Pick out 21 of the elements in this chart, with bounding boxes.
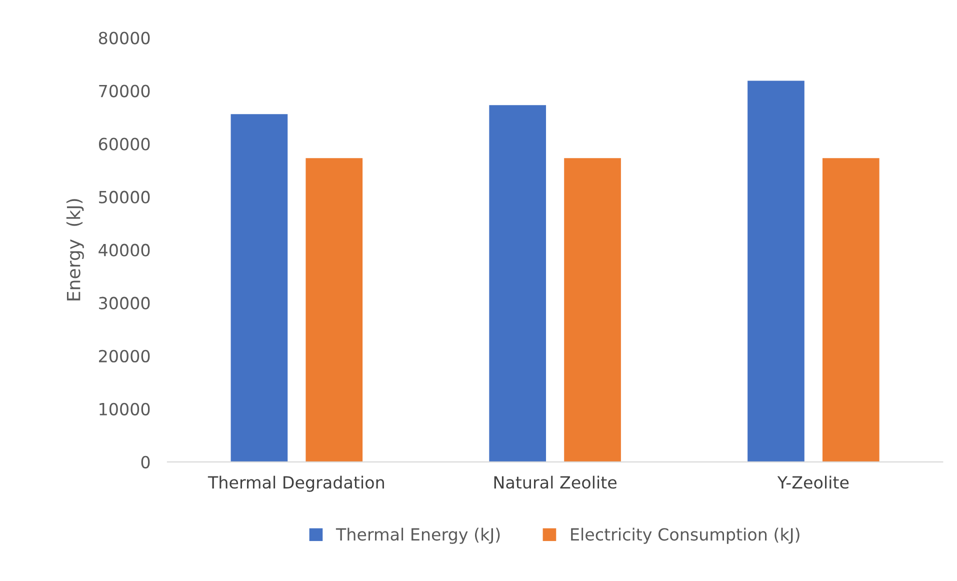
bar: [564, 158, 621, 462]
y-tick-label: 30000: [99, 296, 150, 310]
bar: [230, 114, 288, 462]
legend-label: Thermal Energy (kJ): [336, 528, 500, 544]
y-tick-label: 0: [141, 456, 150, 468]
y-tick-label: 20000: [99, 350, 150, 362]
x-tick-label: Natural Zeolite: [494, 476, 617, 489]
y-tick-label: 70000: [99, 84, 150, 98]
y-tick-label: 40000: [98, 244, 150, 256]
y-tick-label: 80000: [98, 32, 150, 44]
bar: [748, 80, 804, 462]
y-axis-title: Energy (kJ): [66, 199, 84, 300]
x-tick-label: Y-Zeolite: [777, 476, 849, 489]
y-tick-label: 10000: [100, 402, 150, 416]
x-tick-label: Thermal Degradation: [208, 476, 384, 492]
bar: [489, 105, 546, 462]
bar: [306, 158, 363, 462]
y-tick-label: 60000: [98, 138, 150, 150]
y-tick-label: 50000: [99, 190, 150, 204]
legend-label: Electricity Consumption (kJ): [571, 528, 800, 544]
bar: [822, 158, 880, 462]
